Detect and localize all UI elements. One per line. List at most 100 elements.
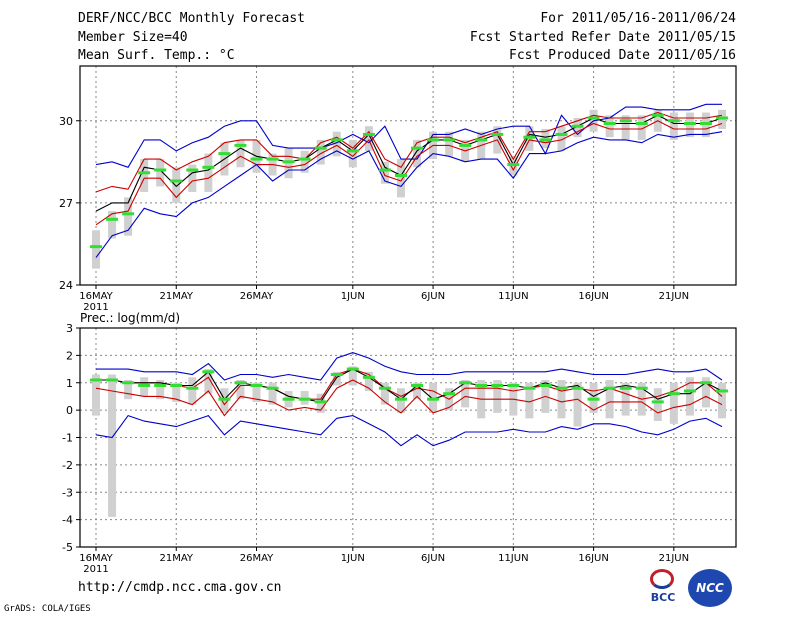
prec-ytick-label: -2 [62,459,73,472]
temp-member-box [557,126,566,151]
prec-member-box [557,380,566,419]
temp-xtick-label: 1JUN [341,291,365,302]
prec-member-box [413,382,422,400]
temp-member-box [188,164,197,192]
prec-series-line-0 [96,352,723,381]
prec-ytick-label: 0 [66,404,73,417]
temp-series-line-4 [95,131,723,258]
temp-member-box [364,126,373,151]
bcc-logo: BCC [640,569,686,607]
prec-member-box [461,380,470,408]
prec-ytick-label: -5 [62,541,73,554]
prec-member-box [525,382,534,419]
prec-member-box [172,382,181,402]
prec-member-box [92,374,100,416]
temp-xtick-label: 6JUN [421,291,445,302]
prec-member-box [573,382,582,427]
temp-member-box [348,139,357,168]
temp-member-box [605,115,614,138]
ncc-logo-text: NCC [696,581,724,595]
temp-xtick-label: 16MAY [79,291,113,302]
prec-xyear-label: 2011 [83,564,108,575]
temp-xyear-label: 2011 [83,302,108,313]
prec-member-box [685,377,694,416]
temp-series-line-1 [95,111,723,193]
prec-member-box [348,366,357,386]
temp-xtick-label: 21JUN [659,291,689,302]
prec-member-box [669,382,678,424]
temp-member-box [300,150,309,173]
grads-credit: GrADS: COLA/IGES [4,604,91,614]
temp-member-box [172,167,181,203]
temp-member-box [445,131,454,157]
source-url[interactable]: http://cmdp.ncc.cma.gov.cn [78,580,282,595]
prec-member-box [621,382,630,416]
prec-frame [79,327,737,548]
figure-title: DERF/NCC/BCC Monthly Forecast [78,11,305,26]
temp-member-box [140,159,149,192]
temp-xtick-label: 21MAY [159,291,193,302]
forecast-produced-date: Fcst Produced Date 2011/05/16 [509,48,736,63]
prec-member-box [268,382,277,405]
prec-ytick-label: -3 [62,486,73,499]
temp-xtick-label: 16JUN [578,291,608,302]
prec-xtick-label: 26MAY [240,553,274,564]
prec-series-line-3 [95,379,723,417]
prec-xtick-label: 11JUN [498,553,528,564]
prec-member-box [156,380,165,400]
forecast-period: For 2011/05/16-2011/06/24 [540,11,736,26]
prec-member-box [108,374,117,517]
temp-member-box [316,139,325,165]
ncc-logo: NCC [688,569,732,607]
temp-member-box [92,230,100,269]
prec-member-box [605,380,614,419]
prec-ytick-label: 3 [66,322,73,335]
bcc-logo-text: BCC [650,591,676,604]
temp-member-box [236,139,245,168]
prec-member-box [653,388,662,422]
prec-xtick-label: 16MAY [79,553,113,564]
prec-member-box [380,382,389,405]
prec-xtick-label: 1JUN [341,553,365,564]
prec-member-box [124,380,133,400]
prec-member-box [236,380,245,400]
temp-member-box [637,115,646,140]
prec-member-box [332,371,341,386]
temp-series-line-2 [95,114,723,212]
temp-member-box [124,197,133,236]
prec-series-line-2 [96,368,723,403]
temp-xtick-label: 26MAY [240,291,274,302]
prec-ytick-label: 1 [66,377,73,390]
temp-ytick-label: 30 [59,115,73,128]
temp-series-line-0 [95,103,722,168]
temp-member-box [156,159,165,187]
temp-member-box [413,139,422,168]
temp-member-box [108,211,117,239]
prec-member-box [493,380,502,413]
temp-frame [79,65,737,286]
prec-member-box [701,377,710,408]
prec-xtick-label: 6JUN [421,553,445,564]
temp-member-box [621,115,630,140]
prec-member-box [364,371,373,391]
temp-member-box [380,161,389,184]
prec-member-box [252,382,261,402]
temp-member-box [396,159,405,198]
prec-xtick-label: 21JUN [659,553,689,564]
member-size-label: Member Size=40 [78,30,188,45]
forecast-started-date: Fcst Started Refer Date 2011/05/15 [469,30,736,45]
temp-member-box [669,112,678,140]
temp-series-line-3 [95,120,723,226]
bcc-logo-emblem [650,569,674,589]
prec-member-box [204,369,213,394]
prec-series-line-4 [95,414,723,447]
temp-ytick-label: 24 [59,279,73,292]
temp-ytick-label: 27 [59,197,73,210]
prec-ytick-label: -1 [62,432,73,445]
temp-xtick-label: 11JUN [498,291,528,302]
prec-panel-title: Prec.: log(mm/d) [80,311,180,325]
temp-member-box [332,131,341,157]
prec-xtick-label: 21MAY [159,553,193,564]
